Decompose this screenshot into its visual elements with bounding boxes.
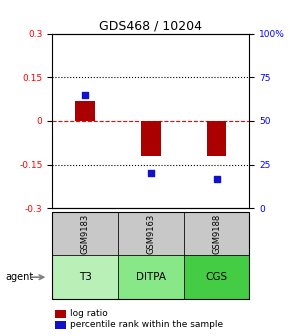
Point — [214, 176, 219, 181]
Point — [83, 92, 87, 97]
Bar — [207, 121, 226, 156]
Title: GDS468 / 10204: GDS468 / 10204 — [99, 19, 202, 33]
Text: DITPA: DITPA — [136, 272, 166, 282]
Text: log ratio: log ratio — [70, 309, 108, 318]
Point — [148, 171, 153, 176]
Text: T3: T3 — [79, 272, 92, 282]
Text: CGS: CGS — [206, 272, 228, 282]
Bar — [141, 121, 161, 156]
Bar — [75, 100, 95, 121]
Text: percentile rank within the sample: percentile rank within the sample — [70, 321, 224, 329]
Text: GSM9183: GSM9183 — [81, 213, 90, 254]
Text: GSM9163: GSM9163 — [146, 213, 155, 254]
Text: GSM9188: GSM9188 — [212, 213, 221, 254]
Text: agent: agent — [6, 272, 34, 282]
